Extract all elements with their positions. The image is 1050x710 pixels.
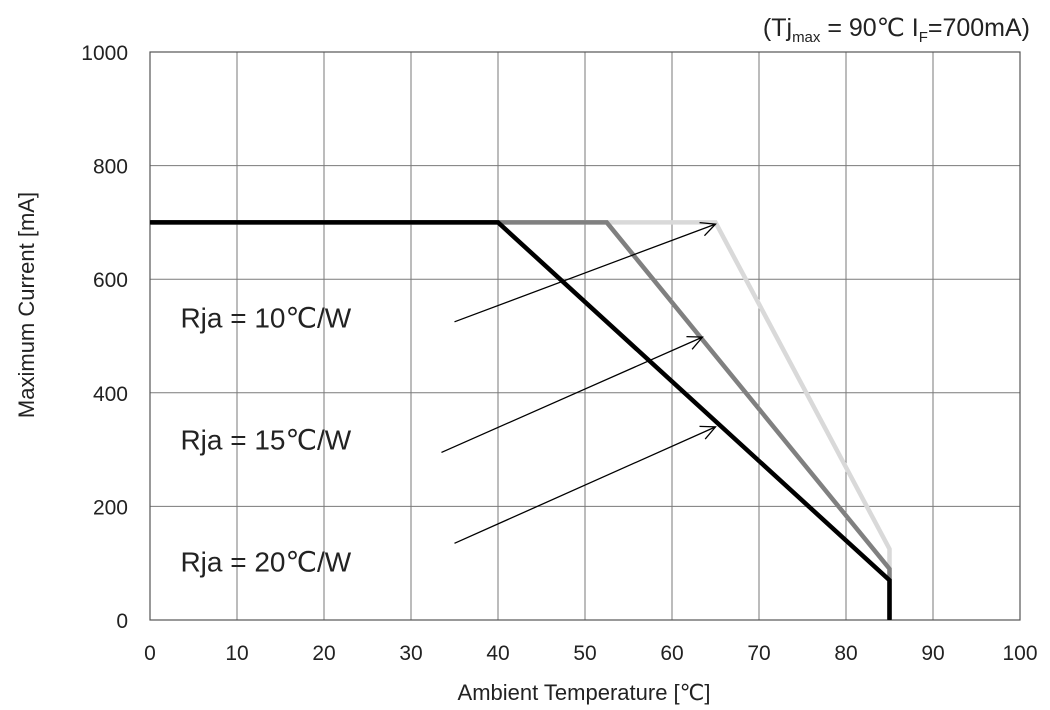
annotation-label: Rja = 15℃/W (180, 425, 351, 456)
x-tick-label: 0 (144, 642, 156, 665)
series-lines (150, 220, 892, 620)
x-axis-title: Ambient Temperature [℃] (458, 680, 711, 705)
x-tick-label: 100 (1002, 642, 1037, 665)
annotation-labels: Rja = 10℃/W Rja = 15℃/W Rja = 20℃/W (180, 302, 351, 577)
x-tick-label: 90 (921, 642, 944, 665)
series-line (150, 220, 892, 620)
annotation-label: Rja = 20℃/W (180, 547, 351, 578)
arrow-head (686, 335, 704, 350)
annotation-arrow (441, 336, 703, 454)
arrow-head (699, 221, 717, 237)
y-tick-label: 400 (93, 383, 128, 406)
x-tick-label: 50 (573, 642, 596, 665)
annotation-arrow (454, 223, 716, 323)
y-axis-title: Maximum Current [mA] (14, 192, 39, 418)
arrow-head (699, 425, 717, 440)
x-tick-label: 10 (225, 642, 248, 665)
test-conditions: (Tjmax = 90℃ IF=700mA) (763, 14, 1030, 46)
grid-lines (149, 51, 1021, 621)
x-tick-label: 20 (312, 642, 335, 665)
y-tick-label: 800 (93, 156, 128, 179)
plot-frame (149, 51, 1021, 621)
x-tick-label: 40 (486, 642, 509, 665)
x-tick-label: 70 (747, 642, 770, 665)
y-tick-label: 1000 (81, 42, 128, 65)
x-tick-label: 30 (399, 642, 422, 665)
annotation-arrows (441, 221, 717, 544)
y-tick-label: 0 (116, 610, 128, 633)
x-tick-label: 60 (660, 642, 683, 665)
annotation-arrow (454, 426, 716, 544)
y-tick-label: 200 (93, 496, 128, 519)
y-tick-label: 600 (93, 269, 128, 292)
annotation-label: Rja = 10℃/W (180, 302, 351, 333)
x-tick-label: 80 (834, 642, 857, 665)
